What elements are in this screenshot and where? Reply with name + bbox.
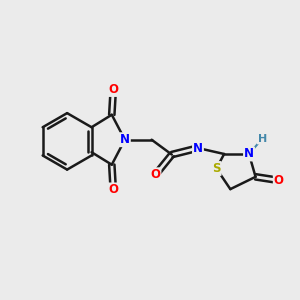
Text: N: N <box>120 133 130 146</box>
Text: N: N <box>193 142 203 154</box>
Text: S: S <box>212 162 221 175</box>
Text: O: O <box>108 83 118 96</box>
Text: O: O <box>274 174 284 187</box>
Text: O: O <box>151 168 160 181</box>
Text: H: H <box>258 134 267 143</box>
Text: N: N <box>244 148 254 160</box>
Text: O: O <box>108 184 118 196</box>
